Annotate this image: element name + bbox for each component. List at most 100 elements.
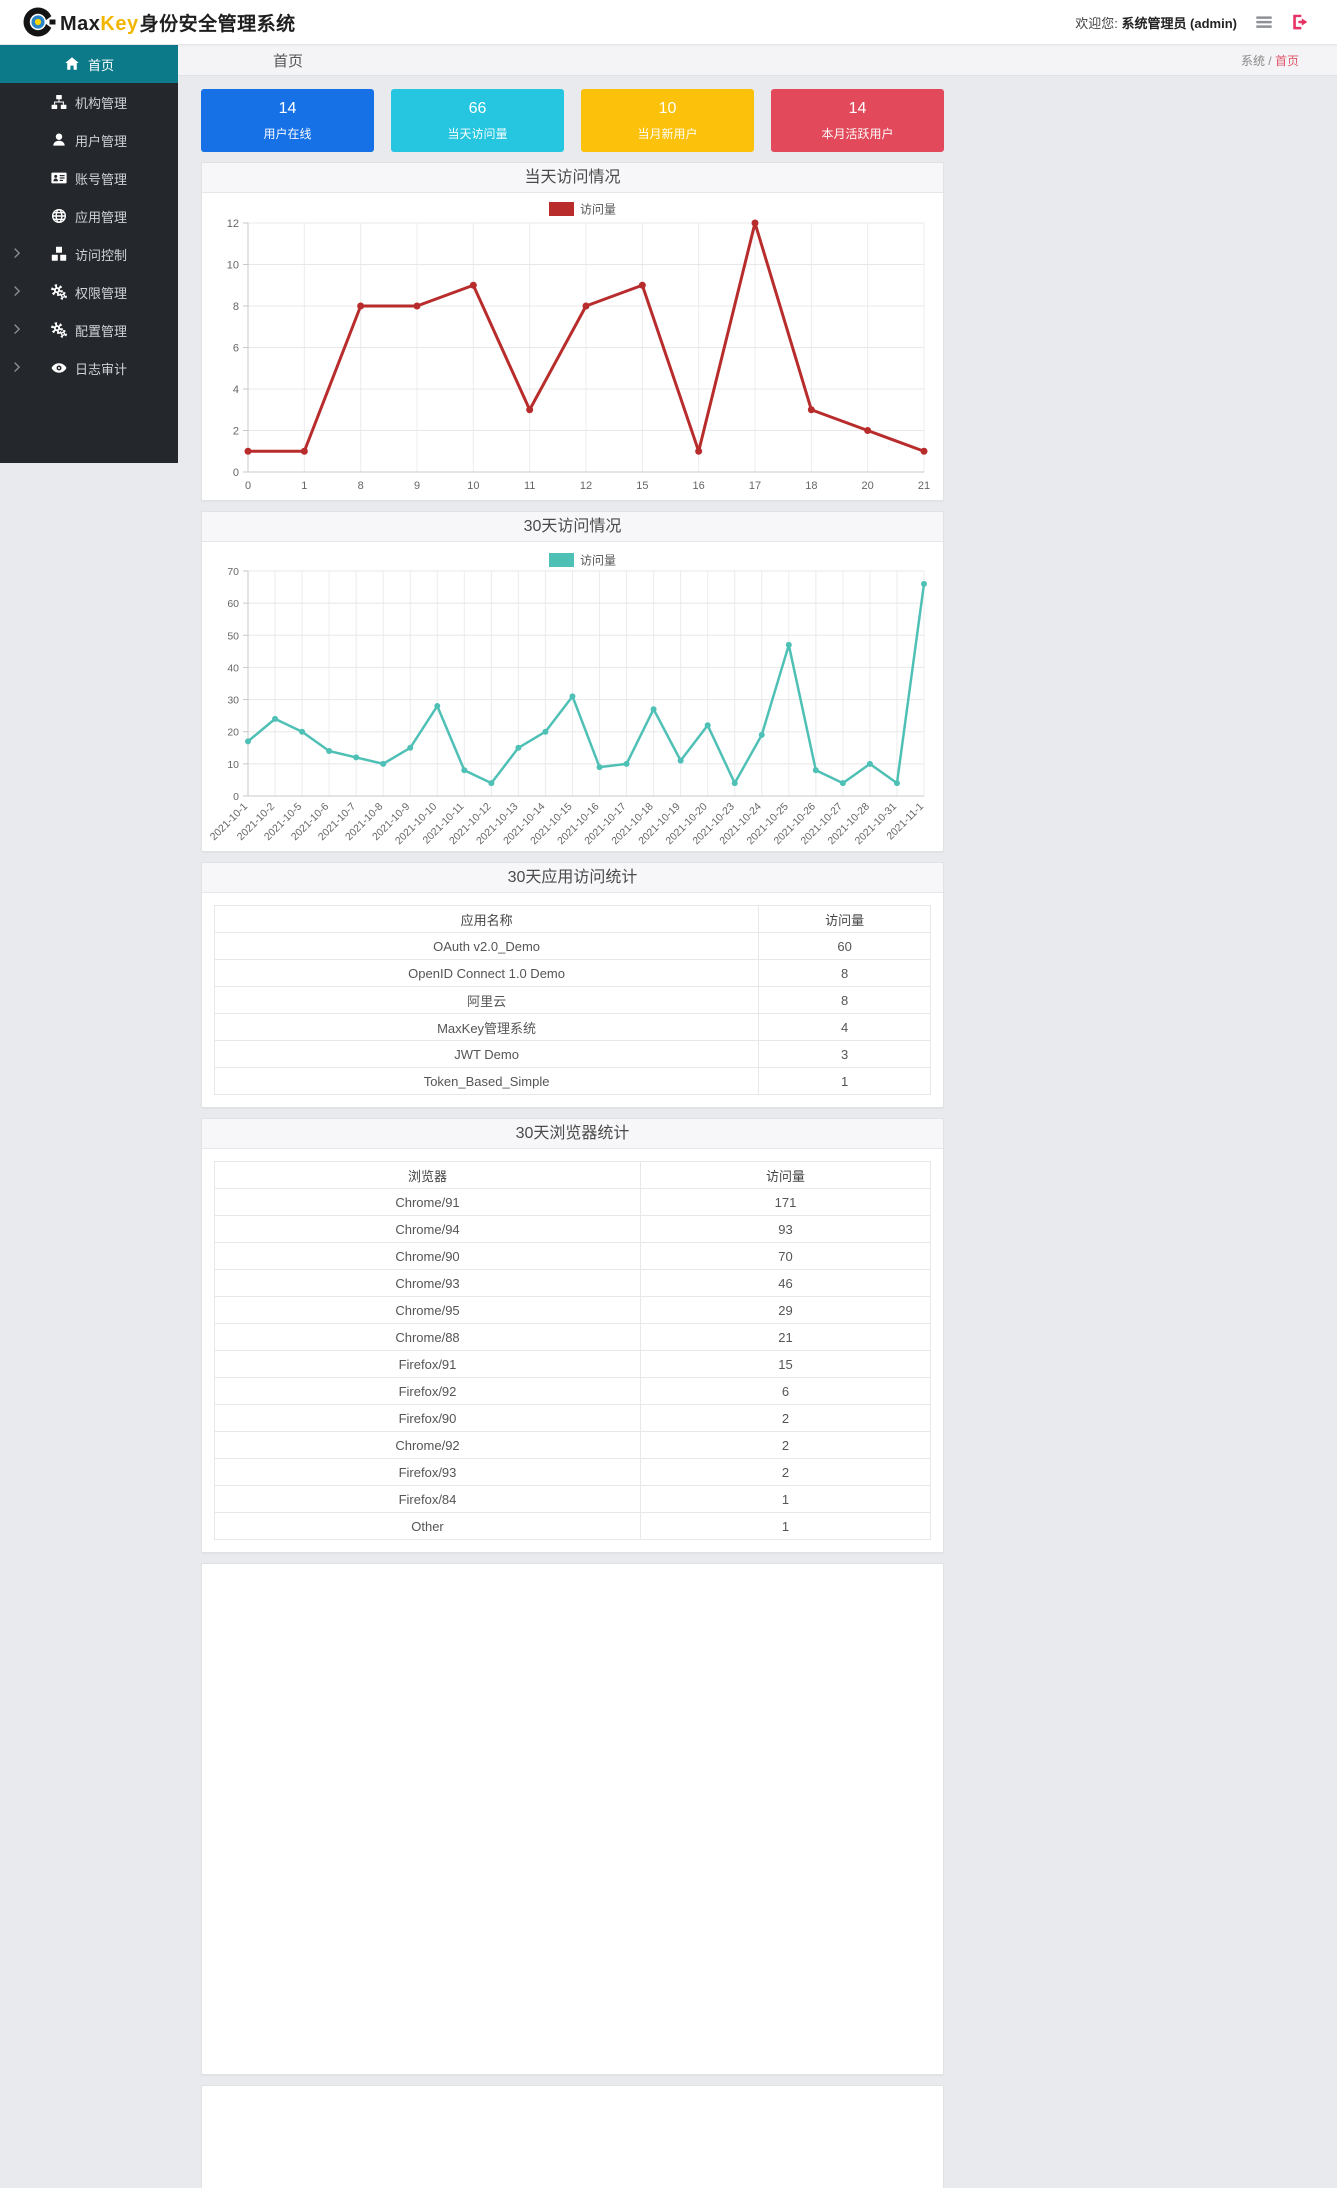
sidebar-item-2[interactable]: 机构管理 <box>0 83 178 121</box>
chart-legend[interactable]: 访问量 <box>549 553 616 568</box>
table-cell: Firefox/92 <box>213 1377 642 1405</box>
sidebar-item-6[interactable]: 访问控制 <box>0 235 178 273</box>
table-cell: 3 <box>758 1040 931 1068</box>
month-visits-line-chart: 0102030405060702021-10-12021-10-22021-10… <box>208 553 927 847</box>
sidebar-item-label: 应用管理 <box>74 209 127 225</box>
stat-label: 用户在线 <box>263 127 312 141</box>
sidebar-item-8[interactable]: 配置管理 <box>0 311 178 349</box>
stat-label: 当天访问量 <box>447 127 508 141</box>
table-cell: Firefox/93 <box>213 1458 642 1486</box>
table-cell: 1 <box>758 1067 931 1095</box>
sidebar-item-label: 日志审计 <box>74 361 127 377</box>
svg-text:4: 4 <box>233 384 239 396</box>
table-cell: Other <box>213 1512 642 1540</box>
panel-month-visits: 30天访问情况 0 10 20 30 40 50 60 70 2021-10-1 2021-10-… <box>201 511 944 852</box>
sidebar-item-1[interactable]: 首页 <box>0 45 178 83</box>
table-row: Chrome/95 29 <box>213 1296 931 1324</box>
table-row: Firefox/90 2 <box>213 1404 931 1432</box>
panel-empty-cutoff <box>201 2085 944 2188</box>
chart-legend[interactable]: 访问量 <box>549 202 616 217</box>
stat-card-3: 10 当月新用户 <box>581 89 754 152</box>
breadcrumb-root[interactable]: 系统 <box>1240 53 1265 68</box>
sidebar-item-7[interactable]: 权限管理 <box>0 273 178 311</box>
table-header-row: 浏览器 访问量 <box>213 1161 931 1189</box>
browser-visits-table: 浏览器 访问量 Chrome/91 171 Chrome/94 93 Chrome/90 7… <box>213 1161 931 1540</box>
table-row: Firefox/93 2 <box>213 1458 931 1486</box>
table-row: 阿里云 8 <box>213 986 931 1014</box>
table-row: Chrome/92 2 <box>213 1431 931 1459</box>
table-cell: Firefox/90 <box>213 1404 642 1432</box>
page-title: 首页 <box>273 52 304 70</box>
svg-text:访问量: 访问量 <box>580 203 616 217</box>
table-cell: Firefox/84 <box>213 1485 642 1513</box>
panel-app-stats: 30天应用访问统计 应用名称 访问量 OAuth v2.0_Demo 60 OpenI… <box>201 862 944 1108</box>
svg-text:17: 17 <box>749 480 761 492</box>
table-row: Firefox/91 15 <box>213 1350 931 1378</box>
table-row: Chrome/93 46 <box>213 1269 931 1297</box>
stat-value: 66 <box>468 100 487 117</box>
svg-text:20: 20 <box>862 480 874 492</box>
sidebar-item-5[interactable]: 应用管理 <box>0 197 178 235</box>
breadcrumb: 系统 / 首页 <box>1240 53 1299 68</box>
svg-text:9: 9 <box>414 480 420 492</box>
svg-text:0: 0 <box>245 480 251 492</box>
eye-icon <box>51 360 67 376</box>
brand: MaxKey身份安全管理系统 <box>22 5 296 39</box>
logout-icon[interactable] <box>1291 13 1309 31</box>
table-row: Chrome/91 171 <box>213 1188 931 1216</box>
panel-title-today-visits: 当天访问情况 <box>202 163 943 193</box>
table-cell: Firefox/91 <box>213 1350 642 1378</box>
table-cell: 1 <box>640 1512 931 1540</box>
table-cell: 2 <box>640 1431 931 1459</box>
table-cell: 93 <box>640 1215 931 1243</box>
app-visits-table: 应用名称 访问量 OAuth v2.0_Demo 60 OpenID Connect … <box>213 905 931 1095</box>
table-row: Token_Based_Simple 1 <box>213 1067 931 1095</box>
table-cell: 171 <box>640 1188 931 1216</box>
sidebar-item-3[interactable]: 用户管理 <box>0 121 178 159</box>
svg-text:10: 10 <box>227 260 239 272</box>
sidebar: 首页机构管理用户管理账号管理应用管理访问控制权限管理配置管理日志审计 <box>0 45 178 463</box>
table-row: MaxKey管理系统 4 <box>213 1013 931 1041</box>
sidebar-item-label: 访问控制 <box>74 247 127 263</box>
svg-text:0: 0 <box>233 467 239 479</box>
cogs-icon <box>51 322 67 338</box>
table-cell: Chrome/94 <box>213 1215 642 1243</box>
svg-text:2: 2 <box>233 426 239 438</box>
chevron-right-icon <box>11 285 24 298</box>
sidebar-item-label: 用户管理 <box>74 133 127 149</box>
sidebar-item-4[interactable]: 账号管理 <box>0 159 178 197</box>
stat-label: 当月新用户 <box>637 127 698 141</box>
svg-text:访问量: 访问量 <box>580 554 616 568</box>
panel-title-browser-stats: 30天浏览器统计 <box>202 1119 943 1149</box>
stat-label: 本月活跃用户 <box>821 127 894 141</box>
svg-text:12: 12 <box>227 218 239 230</box>
sidebar-item-label: 配置管理 <box>74 323 127 339</box>
svg-text:10: 10 <box>467 480 479 492</box>
panel-browser-stats: 30天浏览器统计 浏览器 访问量 Chrome/91 171 Chrome/94 93 C… <box>201 1118 944 1553</box>
table-cell: 15 <box>640 1350 931 1378</box>
menu-bars-icon[interactable] <box>1255 13 1273 31</box>
panel-empty <box>201 1563 944 2075</box>
sidebar-item-9[interactable]: 日志审计 <box>0 349 178 387</box>
table-row: Firefox/84 1 <box>213 1485 931 1513</box>
table-row: Firefox/92 6 <box>213 1377 931 1405</box>
breadcrumb-current[interactable]: 首页 <box>1274 53 1299 68</box>
table-cell: JWT Demo <box>213 1040 760 1068</box>
table-row: OAuth v2.0_Demo 60 <box>213 932 931 960</box>
sidebar-item-label: 权限管理 <box>74 285 127 301</box>
svg-text:30: 30 <box>227 695 239 707</box>
table-cell: Chrome/92 <box>213 1431 642 1459</box>
column-header: 应用名称 <box>213 905 760 933</box>
svg-text:21: 21 <box>918 480 930 492</box>
table-row: Chrome/88 21 <box>213 1323 931 1351</box>
sidebar-item-label: 首页 <box>87 57 114 73</box>
table-cell: Chrome/88 <box>213 1323 642 1351</box>
svg-text:70: 70 <box>227 566 239 578</box>
table-row: Other 1 <box>213 1512 931 1540</box>
stat-value: 10 <box>658 100 677 117</box>
table-cell: 2 <box>640 1404 931 1432</box>
panel-title-month-visits: 30天访问情况 <box>202 512 943 542</box>
table-cell: 2 <box>640 1458 931 1486</box>
top-header: MaxKey身份安全管理系统 欢迎您: 系统管理员 (admin) <box>0 0 1337 45</box>
table-cell: Token_Based_Simple <box>213 1067 760 1095</box>
